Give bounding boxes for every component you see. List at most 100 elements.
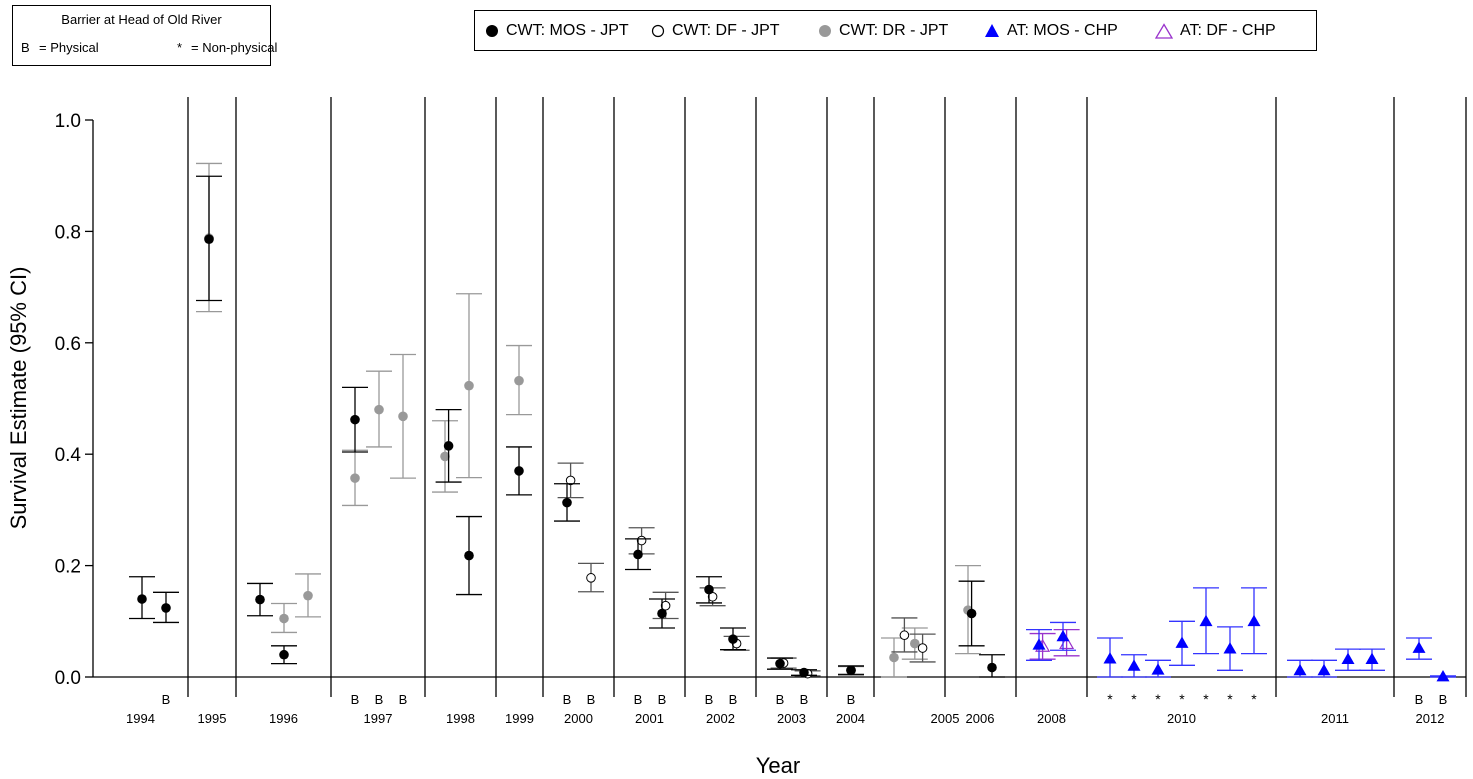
point-mos_jpt: [704, 584, 714, 595]
y-axis-title: Survival Estimate (95% CI): [6, 267, 31, 530]
point-at_mos_chp: [1056, 629, 1070, 642]
year-label: 2012: [1416, 711, 1445, 726]
nonphysical-symbol: *: [177, 40, 183, 55]
point-mos_jpt: [137, 594, 147, 604]
barrier-marker: B: [563, 692, 572, 707]
year-label: 2000: [564, 711, 593, 726]
legend-label-df-jpt: CWT: DF - JPT: [672, 21, 780, 39]
point-at_mos_chp: [1247, 614, 1261, 627]
barrier-marker: B: [634, 692, 643, 707]
point-at_mos_chp: [1293, 663, 1307, 676]
legend-item-df-jpt: CWT: DF - JPT: [651, 11, 780, 50]
year-label: 2011: [1321, 711, 1349, 726]
barrier-marker: B: [351, 692, 360, 707]
point-df_jpt: [565, 475, 576, 486]
point-at_mos_chp: [1103, 652, 1117, 664]
point-at_mos_chp: [1436, 669, 1450, 682]
point-dr_jpt: [910, 638, 920, 649]
year-label: 1994: [126, 711, 155, 726]
gray-circle-marker-icon: [819, 24, 831, 37]
barrier-marker: B: [162, 692, 171, 707]
y-tick-label: 0.0: [55, 668, 81, 689]
point-dr_jpt: [374, 404, 384, 415]
barrier-marker: B: [658, 692, 667, 707]
point-at_mos_chp: [1127, 659, 1141, 671]
filled-triangle-marker-icon: [985, 24, 999, 37]
legend-label-at-mos-chp: AT: MOS - CHP: [1007, 21, 1118, 39]
point-mos_jpt: [728, 634, 738, 644]
barrier-legend: Barrier at Head of Old River B = Physica…: [12, 5, 277, 66]
y-tick-label: 0.2: [55, 557, 81, 578]
year-label: 2002: [706, 711, 735, 726]
y-tick-label: 0.8: [55, 222, 81, 243]
barrier-marker: B: [800, 692, 809, 707]
open-circle-marker-icon: [651, 24, 665, 37]
physical-symbol: B: [21, 40, 30, 55]
barrier-marker: B: [1439, 692, 1448, 707]
point-mos_jpt: [443, 441, 454, 451]
point-dr_jpt: [464, 380, 474, 391]
point-mos_jpt: [464, 550, 474, 561]
point-at_mos_chp: [1151, 663, 1165, 675]
legend-item-at-df-chp: AT: DF - CHP: [1155, 11, 1276, 50]
y-tick-label: 0.4: [55, 445, 82, 466]
point-mos_jpt: [255, 594, 265, 605]
y-tick-label: 0.6: [55, 334, 81, 355]
point-at_mos_chp: [1199, 614, 1213, 627]
barrier-marker: B: [776, 692, 785, 707]
point-mos_jpt: [799, 667, 809, 678]
year-label: 1999: [505, 711, 534, 726]
point-dr_jpt: [350, 473, 360, 483]
year-label: 1995: [198, 711, 227, 726]
point-mos_jpt: [204, 234, 214, 244]
nonphysical-label: = Non-physical: [191, 40, 278, 55]
year-label: 2006: [966, 711, 995, 726]
point-df_jpt: [660, 600, 671, 611]
year-label: 2004: [836, 711, 865, 726]
barrier-marker: B: [399, 692, 408, 707]
year-label: 2010: [1167, 711, 1196, 726]
series-legend: CWT: MOS - JPT CWT: DF - JPT CWT: DR - J…: [474, 10, 1317, 51]
barrier-marker: *: [1227, 691, 1233, 707]
point-mos_jpt: [775, 658, 785, 669]
barrier-marker: B: [705, 692, 714, 707]
point-at_mos_chp: [1032, 638, 1046, 650]
legend-item-dr-jpt: CWT: DR - JPT: [818, 11, 948, 50]
point-at_mos_chp: [1365, 652, 1379, 665]
y-tick-label: 1.0: [55, 111, 81, 132]
point-dr_jpt: [440, 451, 450, 462]
point-at_mos_chp: [1412, 641, 1426, 653]
barrier-marker: B: [729, 692, 738, 707]
point-mos_jpt: [279, 649, 289, 660]
point-mos_jpt: [846, 665, 856, 676]
point-mos_jpt: [633, 549, 643, 560]
point-mos_jpt: [350, 414, 360, 425]
barrier-marker: B: [1415, 692, 1424, 707]
point-dr_jpt: [279, 613, 289, 624]
point-df_jpt: [586, 573, 596, 583]
barrier-marker: *: [1203, 691, 1209, 707]
year-label: 1996: [269, 711, 298, 726]
year-label: 2005: [931, 711, 960, 726]
legend-item-mos-jpt: CWT: MOS - JPT: [485, 11, 629, 50]
point-mos_jpt: [514, 466, 524, 476]
point-mos_jpt: [966, 608, 977, 619]
year-label: 2003: [777, 711, 806, 726]
legend-label-mos-jpt: CWT: MOS - JPT: [506, 21, 629, 39]
point-dr_jpt: [398, 411, 408, 422]
open-triangle-marker-icon: [1155, 22, 1173, 39]
year-label: 2008: [1037, 711, 1066, 726]
point-df_jpt: [917, 643, 928, 653]
barrier-marker: B: [375, 692, 384, 707]
x-axis-title: Year: [756, 753, 800, 778]
barrier-marker: *: [1107, 691, 1113, 707]
barrier-marker: B: [847, 692, 856, 707]
point-dr_jpt: [889, 652, 899, 663]
barrier-marker: *: [1251, 691, 1257, 707]
physical-label: = Physical: [39, 40, 99, 55]
point-mos_jpt: [161, 603, 171, 613]
point-at_mos_chp: [1317, 663, 1331, 676]
barrier-legend-title: Barrier at Head of Old River: [61, 12, 222, 27]
legend-item-at-mos-chp: AT: MOS - CHP: [984, 11, 1118, 50]
